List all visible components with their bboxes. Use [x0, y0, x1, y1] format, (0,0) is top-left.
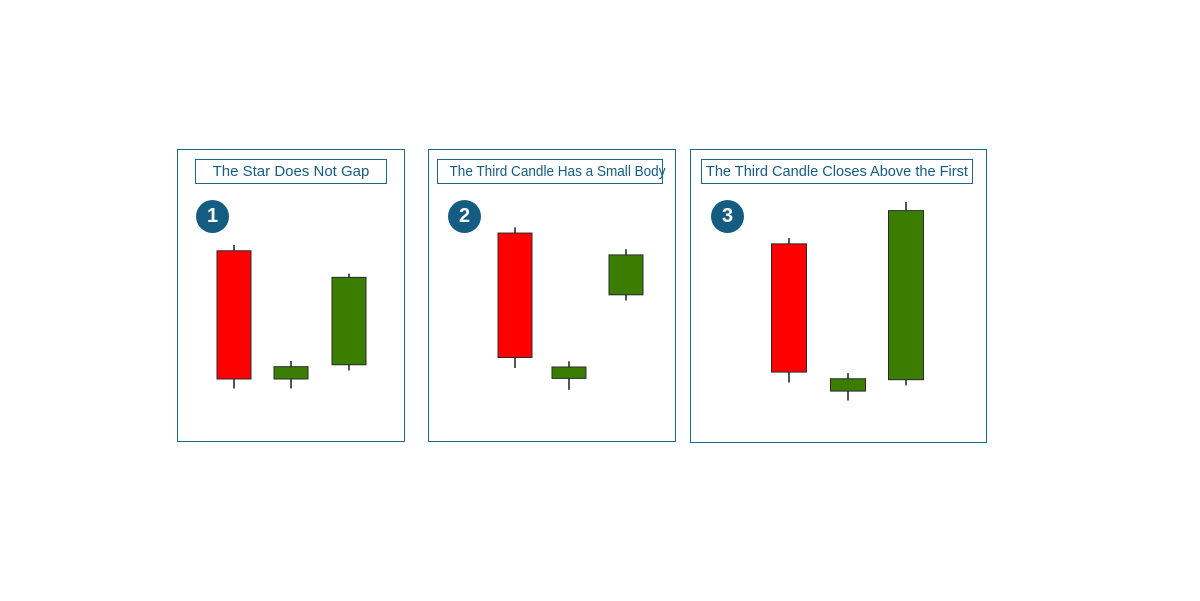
candle-body	[273, 366, 309, 380]
candle-body	[551, 366, 587, 379]
panel-title: The Star Does Not Gap	[195, 159, 387, 184]
candle-1-bearish	[771, 238, 807, 383]
panel-title: The Third Candle Closes Above the First	[701, 159, 973, 184]
candle-body	[497, 232, 533, 358]
candlestick-panel-1: The Star Does Not Gap 1	[177, 149, 405, 442]
candle-body	[608, 254, 644, 296]
candlestick-chart	[771, 202, 924, 401]
candle-3-bullish	[608, 249, 644, 301]
candlestick-panel-2: The Third Candle Has a Small Body 2	[428, 149, 676, 442]
candle-body	[888, 210, 924, 381]
candle-1-bearish	[216, 245, 252, 389]
candle-body	[771, 243, 807, 373]
candlestick-chart	[216, 245, 367, 389]
candle-body	[216, 250, 252, 380]
panel-title: The Third Candle Has a Small Body	[437, 159, 666, 184]
candlestick-chart	[497, 227, 644, 390]
candle-2-bullish	[830, 373, 866, 401]
candle-3-bullish	[331, 273, 367, 371]
candle-body	[830, 378, 866, 392]
candlestick-panel-3: The Third Candle Closes Above the First …	[690, 149, 987, 443]
step-number-badge: 2	[448, 200, 481, 233]
candle-1-bearish	[497, 227, 533, 368]
candle-body	[331, 276, 367, 366]
candle-2-bullish	[551, 361, 587, 390]
step-number-badge: 1	[196, 200, 229, 233]
candle-2-bullish	[273, 360, 309, 389]
candle-3-bullish	[888, 202, 924, 386]
step-number-badge: 3	[711, 200, 744, 233]
